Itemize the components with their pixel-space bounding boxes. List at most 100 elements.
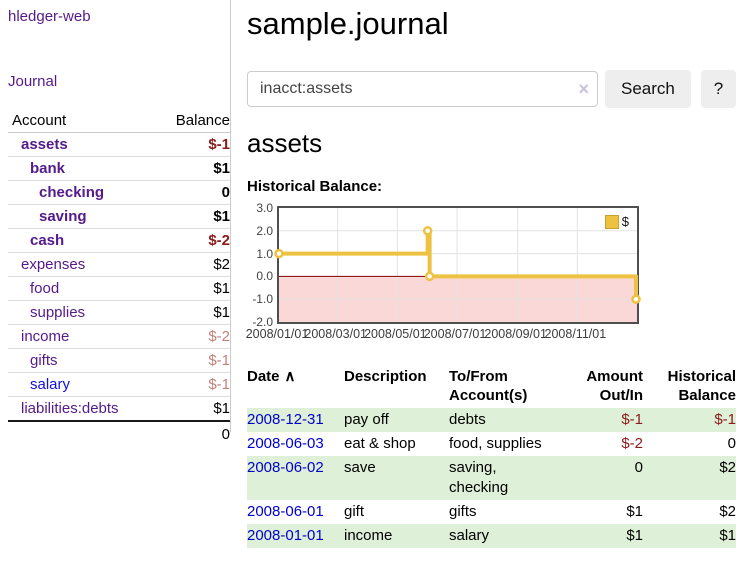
account-row: salary $-1 bbox=[8, 372, 230, 397]
sort-ascending-icon[interactable]: ∧ bbox=[284, 368, 296, 385]
sidebar-account-link[interactable]: cash bbox=[30, 232, 65, 249]
transaction-amount: $-1 bbox=[565, 408, 643, 432]
sidebar-account-link[interactable]: expenses bbox=[21, 256, 86, 273]
transaction-row: 2008-06-02 save saving, checking 0 $2 bbox=[247, 456, 736, 500]
y-axis-tick-label: 0.0 bbox=[256, 269, 273, 284]
transaction-accounts: debts bbox=[449, 408, 565, 432]
sidebar-account-balance: $-1 bbox=[156, 132, 230, 157]
x-axis-tick-label: 2008/11/01 bbox=[544, 327, 607, 341]
x-axis-tick-label: 2008/09/01 bbox=[484, 327, 547, 341]
balance-column-header: Balance bbox=[156, 110, 230, 133]
accounts-table: Account Balance assets $-1 bank $1 checking 0… bbox=[8, 110, 230, 447]
account-row: gifts $-1 bbox=[8, 348, 230, 373]
sidebar-account-link[interactable]: assets bbox=[21, 136, 68, 153]
y-axis-tick-label: 1.0 bbox=[256, 246, 273, 261]
account-row: supplies $1 bbox=[8, 300, 230, 325]
sidebar-account-link[interactable]: liabilities:debts bbox=[21, 400, 119, 417]
x-axis-tick-label: 2008/07/01 bbox=[423, 327, 487, 341]
transaction-accounts: saving, checking bbox=[449, 456, 565, 500]
account-page-title: assets bbox=[247, 128, 323, 158]
y-axis-tick-label: 3.0 bbox=[256, 201, 273, 215]
transaction-row: 2008-06-01 gift gifts $1 $2 bbox=[247, 500, 736, 524]
search-input[interactable] bbox=[247, 71, 598, 107]
search-form: × Search ? bbox=[247, 70, 736, 108]
sidebar-account-link[interactable]: gifts bbox=[30, 352, 58, 369]
y-axis-tick-label: -2.0 bbox=[252, 315, 273, 329]
transaction-amount: 0 bbox=[565, 456, 643, 500]
chart-legend: $ bbox=[602, 213, 631, 230]
x-axis-tick-label: 2008/05/01 bbox=[364, 327, 427, 341]
transaction-balance: $-1 bbox=[643, 408, 736, 432]
sidebar: hledger-web Journal Account Balance asse… bbox=[8, 8, 230, 447]
transaction-description: save bbox=[344, 456, 449, 500]
y-axis-tick-label: 2.0 bbox=[256, 223, 273, 238]
account-row: food $1 bbox=[8, 276, 230, 301]
register-header-row: Date ∧ Description To/From Account(s) Amount… bbox=[247, 364, 736, 408]
account-row: expenses $2 bbox=[8, 252, 230, 277]
sidebar-account-balance: $2 bbox=[156, 252, 230, 277]
sidebar-divider bbox=[230, 0, 231, 432]
transaction-description: gift bbox=[344, 503, 365, 520]
sidebar-account-balance: $1 bbox=[156, 276, 230, 301]
sidebar-item-journal[interactable]: Journal bbox=[8, 73, 58, 90]
transaction-balance: $1 bbox=[643, 524, 736, 548]
register-column-header: Historical Balance bbox=[667, 368, 736, 404]
account-column-header: Account bbox=[8, 110, 157, 133]
transaction-date-link[interactable]: 2008-12-31 bbox=[247, 411, 324, 428]
clear-search-icon[interactable]: × bbox=[578, 79, 589, 99]
chart-heading: Historical Balance: bbox=[247, 178, 383, 195]
register-column-header[interactable]: Date ∧ bbox=[247, 368, 296, 385]
transaction-amount: $1 bbox=[565, 524, 643, 548]
sidebar-account-balance: $1 bbox=[156, 396, 230, 422]
sidebar-account-link[interactable]: income bbox=[21, 328, 70, 345]
transaction-date-link[interactable]: 2008-01-01 bbox=[247, 527, 324, 544]
transaction-description: income bbox=[344, 524, 449, 548]
transaction-accounts: gifts bbox=[449, 503, 477, 520]
balance-chart: $ 3.0 2.0 1.0 0.0 -1.0 -2.0 bbox=[252, 201, 641, 329]
transaction-row: 2008-01-01 income salary $1 $1 bbox=[247, 524, 736, 548]
transaction-accounts: salary bbox=[449, 524, 565, 548]
sidebar-account-balance: 0 bbox=[156, 180, 230, 205]
sidebar-account-balance: $-2 bbox=[156, 324, 230, 349]
register-column-header: Description bbox=[344, 368, 427, 385]
sidebar-account-link[interactable]: saving bbox=[39, 208, 87, 225]
sidebar-account-balance: $-2 bbox=[156, 228, 230, 253]
transaction-amount: $-2 bbox=[621, 435, 643, 452]
sidebar-account-link[interactable]: bank bbox=[30, 160, 66, 177]
account-row: checking 0 bbox=[8, 180, 230, 205]
page-title: sample.journal bbox=[247, 6, 449, 41]
sidebar-account-link[interactable]: checking bbox=[39, 184, 105, 201]
sidebar-account-link[interactable]: salary bbox=[30, 376, 71, 393]
sidebar-account-balance: $1 bbox=[156, 300, 230, 325]
accounts-table-body: assets $-1 bank $1 checking 0 saving $1 cash $-2 e… bbox=[8, 132, 230, 422]
transaction-description: pay off bbox=[344, 408, 449, 432]
transaction-date-link[interactable]: 2008-06-01 bbox=[247, 503, 324, 520]
sidebar-account-link[interactable]: supplies bbox=[30, 304, 86, 321]
account-row: cash $-2 bbox=[8, 228, 230, 253]
chart-x-axis: 2008/01/01 2008/03/01 2008/05/01 2008/07/01… bbox=[246, 324, 635, 346]
transaction-amount: $1 bbox=[626, 503, 643, 520]
transaction-row: 2008-06-03 eat & shop food, supplies $-2 0 bbox=[247, 432, 736, 456]
account-row: saving $1 bbox=[8, 204, 230, 229]
transaction-accounts: food, supplies bbox=[449, 435, 542, 452]
app-brand-link[interactable]: hledger-web bbox=[8, 8, 91, 25]
y-axis-tick-label: -1.0 bbox=[252, 292, 273, 307]
search-button[interactable]: Search bbox=[604, 70, 691, 108]
account-row: bank $1 bbox=[8, 156, 230, 181]
transaction-date-link[interactable]: 2008-06-03 bbox=[247, 435, 324, 452]
accounts-total-row: 0 bbox=[8, 420, 230, 447]
x-axis-tick-label: 2008/01/01 bbox=[245, 327, 309, 341]
transaction-row: 2008-12-31 pay off debts $-1 $-1 bbox=[247, 408, 736, 432]
account-row: income $-2 bbox=[8, 324, 230, 349]
sidebar-account-balance: $-1 bbox=[156, 348, 230, 373]
register-table: Date ∧ Description To/From Account(s) Amount… bbox=[247, 364, 736, 548]
transaction-date-link[interactable]: 2008-06-02 bbox=[247, 459, 324, 476]
help-button[interactable]: ? bbox=[700, 70, 736, 108]
transaction-balance: $2 bbox=[643, 456, 736, 500]
accounts-table-header: Account Balance bbox=[8, 110, 230, 133]
sidebar-account-balance: $-1 bbox=[156, 372, 230, 397]
sidebar-account-balance: $1 bbox=[156, 204, 230, 229]
account-row: liabilities:debts $1 bbox=[8, 396, 230, 422]
register-column-header: Amount Out/In bbox=[586, 368, 643, 404]
sidebar-account-link[interactable]: food bbox=[30, 280, 60, 297]
